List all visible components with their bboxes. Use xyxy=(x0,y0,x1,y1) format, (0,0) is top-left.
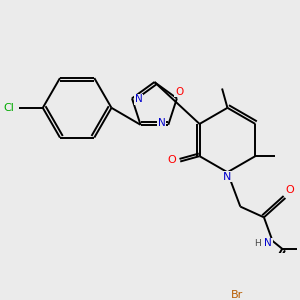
Text: N: N xyxy=(223,172,232,182)
Text: O: O xyxy=(285,185,294,196)
Text: N: N xyxy=(264,238,272,248)
Text: H: H xyxy=(254,238,261,247)
Text: O: O xyxy=(167,155,176,165)
Text: Br: Br xyxy=(231,290,243,300)
Text: N: N xyxy=(158,118,166,128)
Text: N: N xyxy=(134,94,142,104)
Text: Cl: Cl xyxy=(3,103,14,113)
Text: O: O xyxy=(175,87,183,97)
